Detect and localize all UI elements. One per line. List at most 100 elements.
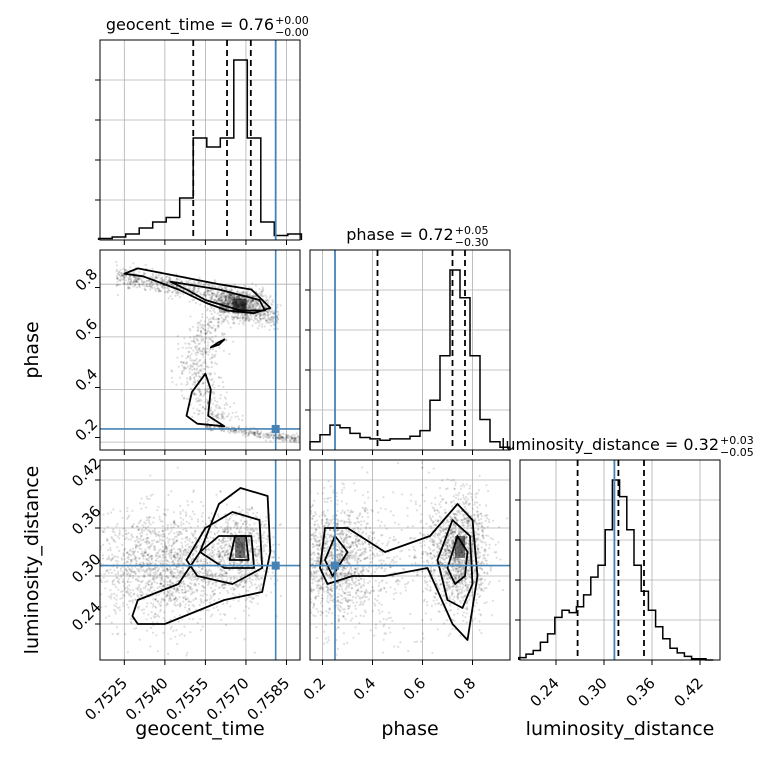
scatter-point bbox=[252, 597, 255, 601]
scatter-point bbox=[163, 508, 166, 511]
scatter-point bbox=[132, 275, 136, 279]
scatter-point bbox=[162, 631, 165, 635]
scatter-point bbox=[212, 537, 215, 540]
scatter-point bbox=[222, 586, 225, 589]
scatter-point bbox=[153, 568, 156, 571]
scatter-point bbox=[247, 614, 250, 617]
scatter-point bbox=[225, 295, 228, 299]
scatter-point bbox=[243, 581, 246, 584]
scatter-point bbox=[181, 346, 184, 349]
scatter-point bbox=[228, 297, 231, 300]
scatter-point bbox=[206, 292, 209, 295]
scatter-point bbox=[220, 560, 223, 563]
scatter-point bbox=[192, 298, 195, 301]
scatter-point bbox=[228, 295, 231, 299]
scatter-point bbox=[209, 408, 212, 411]
scatter-point bbox=[129, 276, 132, 279]
truth-marker bbox=[271, 424, 280, 433]
scatter-point bbox=[226, 302, 229, 305]
scatter-point bbox=[206, 385, 209, 388]
scatter-point bbox=[218, 558, 221, 561]
scatter-point bbox=[249, 547, 252, 550]
scatter-point bbox=[178, 547, 181, 551]
scatter-point bbox=[234, 523, 237, 526]
scatter-point bbox=[170, 548, 173, 551]
scatter-point bbox=[221, 299, 224, 302]
scatter-point bbox=[246, 301, 249, 304]
scatter-point bbox=[251, 530, 254, 533]
scatter-point bbox=[129, 568, 132, 571]
scatter-point bbox=[236, 415, 239, 418]
scatter-point bbox=[324, 623, 327, 626]
scatter-point bbox=[129, 279, 133, 282]
scatter-point bbox=[223, 554, 226, 557]
scatter-point bbox=[197, 375, 200, 378]
scatter-point bbox=[204, 295, 208, 298]
scatter-point bbox=[172, 555, 175, 558]
scatter-point bbox=[170, 545, 173, 548]
scatter-point bbox=[200, 330, 203, 333]
scatter-point bbox=[250, 301, 253, 304]
scatter-point bbox=[146, 582, 149, 585]
scatter-point bbox=[226, 528, 229, 531]
scatter-point bbox=[135, 536, 138, 539]
scatter-point bbox=[166, 547, 169, 550]
scatter-point bbox=[116, 535, 119, 538]
scatter-point bbox=[169, 571, 172, 575]
scatter-point bbox=[220, 322, 223, 325]
scatter-point bbox=[210, 413, 213, 416]
scatter-point bbox=[233, 578, 236, 581]
scatter-point bbox=[189, 581, 192, 585]
scatter-point bbox=[128, 588, 132, 592]
scatter-point bbox=[178, 533, 181, 536]
scatter-point bbox=[356, 566, 359, 570]
scatter-point bbox=[155, 533, 158, 536]
scatter-point bbox=[185, 554, 188, 557]
scatter-point bbox=[211, 356, 214, 359]
scatter-point bbox=[163, 556, 166, 559]
scatter-point bbox=[281, 433, 284, 436]
scatter-point bbox=[253, 433, 256, 437]
scatter-point bbox=[211, 411, 214, 415]
scatter-point bbox=[236, 584, 239, 588]
scatter-point bbox=[209, 573, 212, 576]
scatter-point bbox=[143, 284, 146, 287]
scatter-point bbox=[104, 580, 107, 583]
scatter-point bbox=[171, 381, 174, 384]
scatter-point bbox=[164, 556, 167, 559]
scatter-point bbox=[192, 605, 196, 608]
scatter-point bbox=[238, 317, 241, 320]
scatter-point bbox=[209, 406, 212, 409]
scatter-point bbox=[212, 545, 215, 548]
scatter-point bbox=[148, 280, 151, 283]
scatter-point bbox=[179, 296, 182, 299]
scatter-point bbox=[153, 612, 157, 615]
scatter-point bbox=[255, 516, 258, 519]
scatter-point bbox=[314, 513, 317, 516]
scatter-point bbox=[266, 314, 269, 317]
scatter-point bbox=[238, 582, 241, 586]
scatter-point bbox=[216, 324, 219, 327]
scatter-point bbox=[116, 576, 119, 580]
density-layer bbox=[310, 460, 510, 660]
scatter-point bbox=[169, 568, 173, 571]
scatter-point bbox=[339, 557, 342, 560]
scatter-point bbox=[230, 294, 233, 297]
scatter-point bbox=[339, 573, 342, 576]
scatter-point bbox=[267, 313, 270, 316]
scatter-point bbox=[202, 589, 205, 593]
scatter-point bbox=[146, 540, 150, 543]
scatter-point bbox=[221, 296, 224, 299]
scatter-point bbox=[195, 347, 198, 351]
scatter-point bbox=[132, 523, 135, 526]
scatter-point bbox=[181, 293, 185, 296]
scatter-point bbox=[128, 275, 131, 278]
scatter-point bbox=[193, 363, 196, 366]
scatter-point bbox=[101, 531, 105, 534]
scatter-point bbox=[170, 376, 174, 379]
scatter-point bbox=[166, 567, 169, 571]
scatter-point bbox=[260, 582, 263, 585]
scatter-point bbox=[162, 555, 165, 558]
scatter-point bbox=[283, 439, 286, 442]
scatter-point bbox=[257, 584, 260, 587]
